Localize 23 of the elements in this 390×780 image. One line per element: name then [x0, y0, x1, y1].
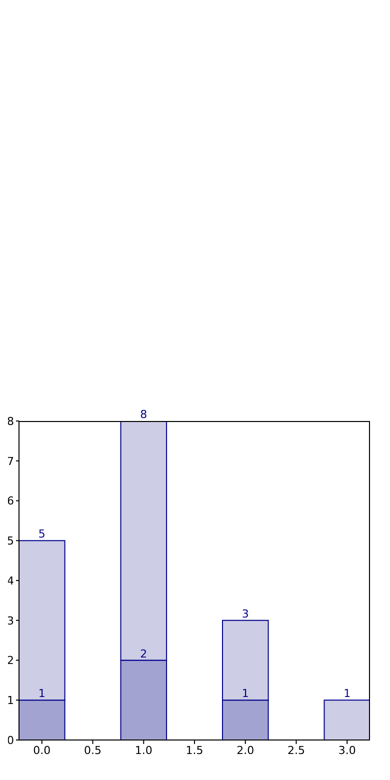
x-tick-label: 1.5 — [186, 744, 204, 757]
y-tick-label: 8 — [7, 414, 14, 428]
y-tick-label: 7 — [7, 454, 14, 468]
y-tick-label: 5 — [7, 534, 14, 548]
total-label: 1 — [344, 687, 351, 700]
x-tick-label: 2.5 — [287, 744, 305, 757]
data-label: 1 — [242, 687, 249, 700]
total-label: 3 — [242, 607, 249, 620]
y-tick-label: 2 — [7, 654, 14, 668]
x-tick-label: 2.0 — [236, 744, 254, 757]
x-tick-label: 3.0 — [338, 744, 356, 757]
y-tick-label: 0 — [7, 734, 14, 747]
total-label: 5 — [38, 528, 46, 541]
data-label: 2 — [140, 647, 148, 660]
x-tick-label: 1.0 — [134, 744, 152, 757]
bar — [324, 700, 370, 740]
y-tick-label: 1 — [7, 694, 14, 708]
total-label: 8 — [140, 408, 148, 421]
y-tick-label: 3 — [7, 614, 14, 628]
y-tick-label: 6 — [7, 494, 14, 508]
x-tick-label: 0.5 — [84, 744, 102, 757]
data-label: 1 — [38, 687, 46, 700]
x-tick-label: 0.0 — [33, 744, 51, 757]
